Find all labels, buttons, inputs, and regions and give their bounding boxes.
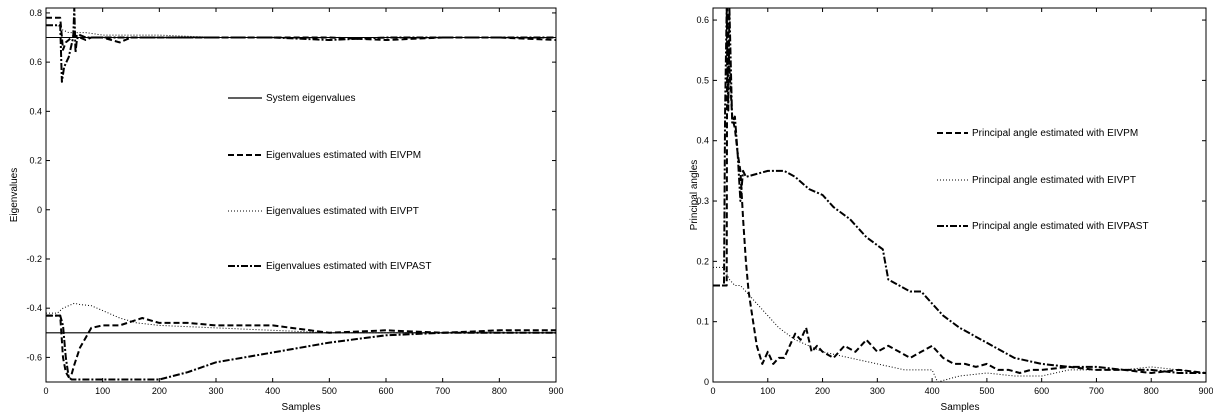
principal-angles-x-tick-label: 900 <box>1198 386 1213 396</box>
eigenvalues-y-ticks: -0.6 -0.4 -0.2 0 0.2 0.4 0.6 0.8 <box>26 8 556 362</box>
eigenvalues-series-3-line-0 <box>46 8 556 83</box>
eigenvalues-y-tick-label: 0.8 <box>29 8 42 18</box>
eigenvalues-series-1-line-1 <box>46 314 556 379</box>
eigenvalues-y-axis-label: Eigenvalues <box>9 168 20 222</box>
eigenvalues-chart: 0 100 200 300 400 500 600 700 800 900 -0.6-0.4-0.… <box>9 7 564 412</box>
eigenvalues-x-tick-label: 900 <box>548 386 563 396</box>
principal-angles-y-tick-label: 0 <box>704 377 709 387</box>
legend-label-eivpt: Eigenvalues estimated with EIVPT <box>266 206 419 217</box>
principal-angles-series-2-line-0 <box>713 8 1206 374</box>
principal-angles-chart: 0 100 200 300 400 500 600 700 800 900 00.10.20.30… <box>689 7 1213 412</box>
eigenvalues-x-axis-label: Samples <box>282 402 321 412</box>
eigenvalues-x-tick-label: 800 <box>492 386 507 396</box>
legend-label-angle-eivpt: Principal angle estimated with EIVPT <box>972 175 1136 186</box>
eigenvalues-y-tick-label: -0.2 <box>26 254 42 264</box>
principal-angles-plot-frame <box>712 7 1207 383</box>
eigenvalues-x-tick-label: 300 <box>208 386 223 396</box>
principal-angles-x-tick-label: 0 <box>710 386 715 396</box>
principal-angles-x-axis-label: Samples <box>941 402 980 412</box>
eigenvalues-series-2-line-0 <box>46 24 556 38</box>
eigenvalues-x-ticks: 0 100 200 300 400 500 600 700 800 900 <box>43 8 564 396</box>
eigenvalues-y-tick-label: 0.4 <box>29 106 42 116</box>
legend-label-eivpast: Eigenvalues estimated with EIVPAST <box>266 261 431 272</box>
principal-angles-x-tick-label: 400 <box>925 386 940 396</box>
principal-angles-x-tick-label: 800 <box>1144 386 1159 396</box>
principal-angles-y-tick-label: 0.2 <box>696 256 709 266</box>
eigenvalues-series-2-line-1 <box>46 302 556 334</box>
eigenvalues-y-tick-label: 0.2 <box>29 156 42 166</box>
eigenvalues-x-tick-label: 200 <box>152 386 167 396</box>
principal-angles-y-tick-label: 0.1 <box>696 317 709 327</box>
principal-angles-y-tick-label: 0.5 <box>696 75 709 85</box>
eigenvalues-plot-frame <box>45 7 557 383</box>
principal-angles-y-ticks: 0 0.1 0.2 0.3 0.4 0.5 0.6 <box>696 15 1206 387</box>
eigenvalues-x-tick-label: 700 <box>435 386 450 396</box>
principal-angles-y-axis-label: Principal angles <box>689 160 700 231</box>
principal-angles-series-0-line-0 <box>713 8 1206 374</box>
principal-angles-y-tick-label: 0.6 <box>696 15 709 25</box>
eigenvalues-y-tick-label: -0.6 <box>26 352 42 362</box>
principal-angles-x-tick-label: 600 <box>1034 386 1049 396</box>
principal-angles-y-tick-label: 0.3 <box>696 196 709 206</box>
eigenvalues-x-tick-label: 0 <box>43 386 48 396</box>
eigenvalues-y-tick-label: -0.4 <box>26 303 42 313</box>
principal-angles-y-tick-label: 0.4 <box>696 136 709 146</box>
eigenvalues-y-tick-label: 0 <box>37 205 42 215</box>
eigenvalues-x-tick-label: 400 <box>265 386 280 396</box>
principal-angles-x-tick-label: 700 <box>1089 386 1104 396</box>
eigenvalues-legend: System eigenvalues Eigenvalues estimated… <box>228 93 431 272</box>
eigenvalues-x-tick-label: 600 <box>378 386 393 396</box>
legend-label-angle-eivpast: Principal angle estimated with EIVPAST <box>972 221 1149 232</box>
principal-angles-x-tick-label: 300 <box>870 386 885 396</box>
eigenvalues-y-tick-label: 0.6 <box>29 57 42 67</box>
principal-angles-x-tick-label: 500 <box>979 386 994 396</box>
principal-angles-x-tick-label: 100 <box>760 386 775 396</box>
principal-angles-x-ticks: 0 100 200 300 400 500 600 700 800 900 <box>710 8 1213 396</box>
legend-label-system: System eigenvalues <box>266 93 356 104</box>
principal-angles-series-lines <box>713 8 1206 382</box>
eigenvalues-x-tick-label: 100 <box>95 386 110 396</box>
legend-label-angle-eivpm: Principal angle estimated with EIVPM <box>972 128 1138 139</box>
legend-label-eivpm: Eigenvalues estimated with EIVPM <box>266 150 421 161</box>
principal-angles-x-tick-label: 200 <box>815 386 830 396</box>
eigenvalues-series-lines <box>46 8 556 381</box>
eigenvalues-x-tick-label: 500 <box>322 386 337 396</box>
principal-angles-legend: Principal angle estimated with EIVPM Pri… <box>937 128 1149 232</box>
principal-angles-series-1-line-0 <box>713 266 1206 382</box>
eigenvalues-series-3-line-1 <box>46 314 556 381</box>
